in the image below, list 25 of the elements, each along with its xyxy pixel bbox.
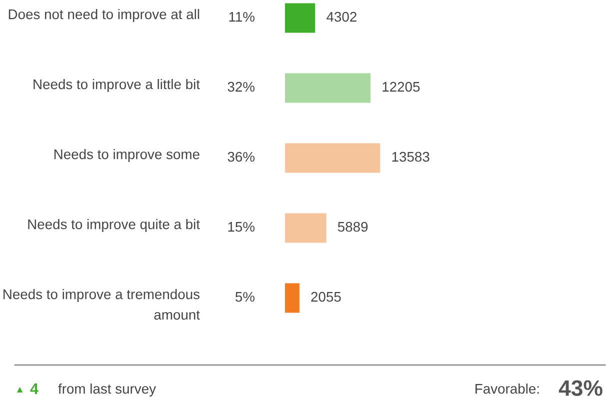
data-label: 2055 [311,292,341,302]
text: 5% [235,292,255,302]
text: 15% [228,222,255,232]
y-tick-label: Needs to improve a little bit [34,79,200,92]
text: Favorable: [476,384,539,394]
y-tick-label: Needs to improve some [54,149,200,162]
bar [285,283,300,313]
data-label: 12205 [382,82,420,92]
bar [285,143,380,173]
y-tick-label: Needs to improve quite a bit [28,219,200,232]
data-label: 5889 [338,222,368,232]
text: from last survey [58,384,156,396]
text: 4 [30,383,38,394]
data-label: 13583 [392,152,430,162]
text: 32% [228,82,255,92]
y-tick-label: Needs to improve a tremendous amount [4,289,200,320]
bar [285,213,326,243]
text: 36% [228,152,255,162]
text: 11% [229,12,255,22]
data-label: 4302 [326,12,356,22]
text: 43% [558,380,602,396]
bar [285,73,370,103]
y-tick-label: Does not need to improve at all [8,9,200,22]
bar [285,3,316,33]
text: ▲ [16,386,23,393]
